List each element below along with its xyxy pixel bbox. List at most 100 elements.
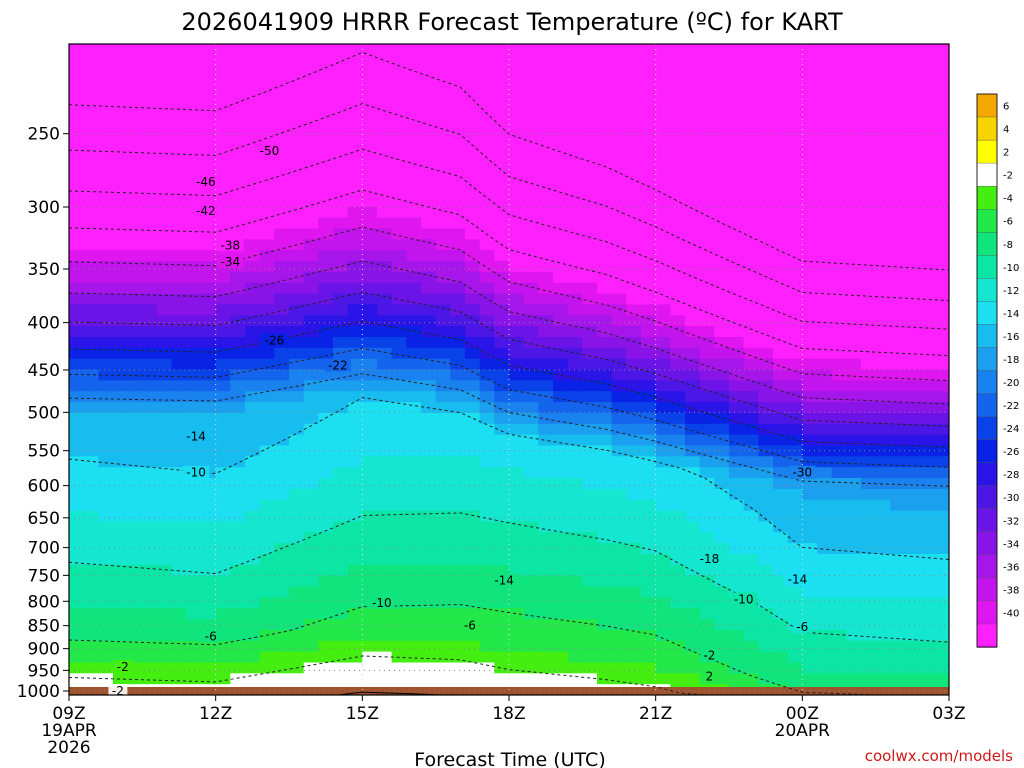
field-cell [655, 152, 671, 164]
field-cell [435, 44, 451, 56]
field-cell [509, 228, 525, 240]
field-cell [919, 195, 935, 208]
field-cell [831, 130, 847, 143]
contour-label: -6 [796, 620, 808, 634]
field-cell [905, 250, 921, 262]
field-cell [758, 532, 774, 544]
field-cell [743, 586, 759, 598]
field-cell [201, 412, 217, 425]
field-cell [215, 564, 231, 577]
field-cell [157, 391, 173, 403]
field-cell [685, 597, 701, 609]
field-cell [450, 315, 466, 327]
field-cell [890, 228, 906, 240]
colorbar-label: -24 [1003, 424, 1019, 435]
field-cell [479, 597, 495, 609]
field-cell [303, 326, 319, 338]
field-cell [714, 467, 730, 479]
field-cell [245, 228, 261, 240]
field-cell [597, 163, 613, 175]
field-cell [787, 358, 803, 371]
field-cell [333, 564, 349, 577]
field-cell [802, 326, 818, 338]
field-cell [113, 326, 129, 338]
field-cell [714, 380, 730, 392]
field-cell [787, 532, 803, 544]
field-cell [509, 174, 525, 186]
field-cell [421, 619, 437, 631]
field-cell [245, 185, 261, 197]
field-cell [186, 575, 202, 588]
field-cell [377, 662, 393, 674]
field-cell [391, 662, 407, 674]
field-cell [494, 554, 510, 566]
field-cell [934, 651, 949, 664]
contour-label-bg [696, 551, 723, 565]
field-cell [245, 597, 261, 609]
field-cell [494, 619, 510, 631]
field-cell [347, 87, 363, 99]
field-cell [743, 304, 759, 316]
field-cell [289, 250, 305, 262]
field-cell [127, 629, 143, 642]
field-cell [113, 499, 129, 512]
field-cell [465, 543, 481, 555]
field-cell [699, 239, 715, 251]
field-cell [670, 120, 686, 132]
field-cell [509, 423, 525, 436]
field-cell [905, 217, 921, 229]
field-cell [509, 662, 525, 674]
field-cell [406, 65, 422, 78]
field-cell [817, 206, 833, 219]
field-cell [245, 510, 261, 522]
field-cell [934, 369, 949, 381]
field-cell [479, 98, 495, 110]
field-cell [611, 261, 627, 273]
field-cell [259, 271, 275, 284]
field-cell [171, 434, 187, 446]
field-cell [685, 44, 701, 56]
field-cell [303, 640, 319, 653]
field-cell [377, 564, 393, 577]
field-cell [201, 575, 217, 588]
field-cell [626, 358, 642, 371]
field-cell [450, 597, 466, 609]
field-cell [934, 543, 949, 555]
field-cell [303, 152, 319, 164]
field-cell [611, 239, 627, 251]
field-cell [685, 98, 701, 110]
field-cell [69, 532, 85, 544]
field-cell [729, 651, 745, 664]
field-cell [846, 629, 862, 642]
field-cell [773, 608, 789, 620]
field-cell [450, 532, 466, 544]
field-cell [362, 141, 378, 154]
field-cell [435, 87, 451, 99]
field-cell [641, 293, 657, 305]
field-cell [743, 402, 759, 414]
field-cell [655, 640, 671, 653]
field-cell [567, 619, 583, 631]
field-cell [142, 467, 158, 479]
field-cell [479, 673, 495, 685]
field-cell [890, 44, 906, 56]
field-cell [127, 282, 143, 295]
field-cell [729, 206, 745, 219]
field-cell [875, 608, 891, 620]
field-cell [362, 478, 378, 490]
field-cell [685, 673, 701, 685]
field-cell [861, 380, 877, 392]
field-cell [318, 380, 334, 392]
field-cell [846, 358, 862, 371]
field-cell [919, 163, 935, 175]
field-cell [802, 239, 818, 251]
field-cell [699, 629, 715, 642]
field-cell [641, 44, 657, 56]
field-cell [758, 337, 774, 349]
field-cell [523, 532, 539, 544]
field-cell [289, 543, 305, 555]
field-cell [465, 195, 481, 208]
field-cell [435, 380, 451, 392]
field-cell [523, 130, 539, 143]
field-cell [523, 434, 539, 446]
